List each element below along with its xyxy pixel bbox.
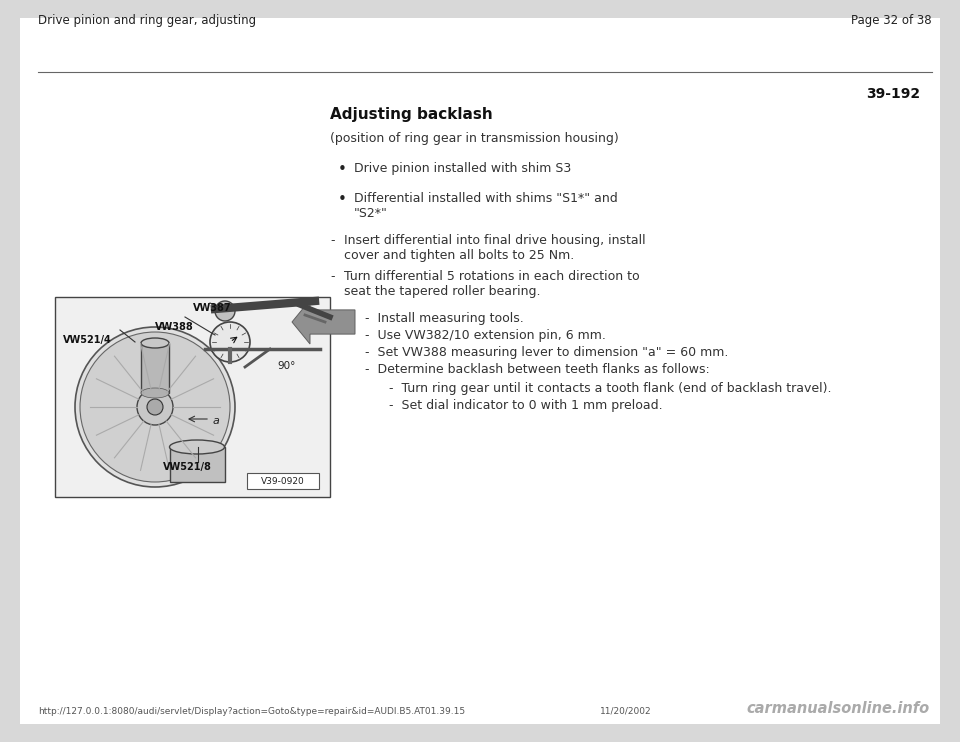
Text: 90°: 90° [277,361,296,371]
Circle shape [80,332,230,482]
Text: cover and tighten all bolts to 25 Nm.: cover and tighten all bolts to 25 Nm. [344,249,574,262]
Text: -: - [330,270,334,283]
Text: Drive pinion and ring gear, adjusting: Drive pinion and ring gear, adjusting [38,14,256,27]
Text: "S2*": "S2*" [354,207,388,220]
Text: 39-192: 39-192 [866,87,920,101]
Text: 11/20/2002: 11/20/2002 [600,707,652,716]
Bar [247,473,319,489]
Text: -  Determine backlash between teeth flanks as follows:: - Determine backlash between teeth flank… [365,363,709,376]
Text: -  Set dial indicator to 0 with 1 mm preload.: - Set dial indicator to 0 with 1 mm prel… [365,399,662,412]
Ellipse shape [141,388,169,398]
Text: VW388: VW388 [155,322,194,332]
Circle shape [147,399,163,415]
Text: VW521/8: VW521/8 [163,462,212,472]
Circle shape [215,301,235,321]
Bar [170,447,225,482]
Text: carmanualsonline.info: carmanualsonline.info [747,701,930,716]
Text: V39-0920: V39-0920 [261,476,305,485]
Text: •: • [338,192,347,207]
Text: (position of ring gear in transmission housing): (position of ring gear in transmission h… [330,132,619,145]
Text: -  Install measuring tools.: - Install measuring tools. [365,312,524,325]
Text: Insert differential into final drive housing, install: Insert differential into final drive hou… [344,234,646,247]
Text: Differential installed with shims "S1*" and: Differential installed with shims "S1*" … [354,192,617,205]
Circle shape [210,322,250,362]
Text: -  Turn ring gear until it contacts a tooth flank (end of backlash travel).: - Turn ring gear until it contacts a too… [365,382,831,395]
Bar [141,343,169,393]
Text: Page 32 of 38: Page 32 of 38 [852,14,932,27]
Text: Adjusting backlash: Adjusting backlash [330,107,492,122]
Text: VW521/4: VW521/4 [63,335,111,345]
Polygon shape [292,300,355,344]
Ellipse shape [141,338,169,348]
Text: Turn differential 5 rotations in each direction to: Turn differential 5 rotations in each di… [344,270,639,283]
Text: http://127.0.0.1:8080/audi/servlet/Display?action=Goto&type=repair&id=AUDI.B5.AT: http://127.0.0.1:8080/audi/servlet/Displ… [38,707,466,716]
Text: -: - [330,234,334,247]
Circle shape [137,389,173,425]
Text: -  Use VW382/10 extension pin, 6 mm.: - Use VW382/10 extension pin, 6 mm. [365,329,606,342]
Text: seat the tapered roller bearing.: seat the tapered roller bearing. [344,285,540,298]
Ellipse shape [170,440,225,454]
Text: -  Set VW388 measuring lever to dimension "a" = 60 mm.: - Set VW388 measuring lever to dimension… [365,346,729,359]
Bar [55,297,330,497]
Text: •: • [338,162,347,177]
Text: Drive pinion installed with shim S3: Drive pinion installed with shim S3 [354,162,571,175]
Text: VW387: VW387 [193,303,231,313]
Text: a: a [213,416,220,426]
Circle shape [75,327,235,487]
